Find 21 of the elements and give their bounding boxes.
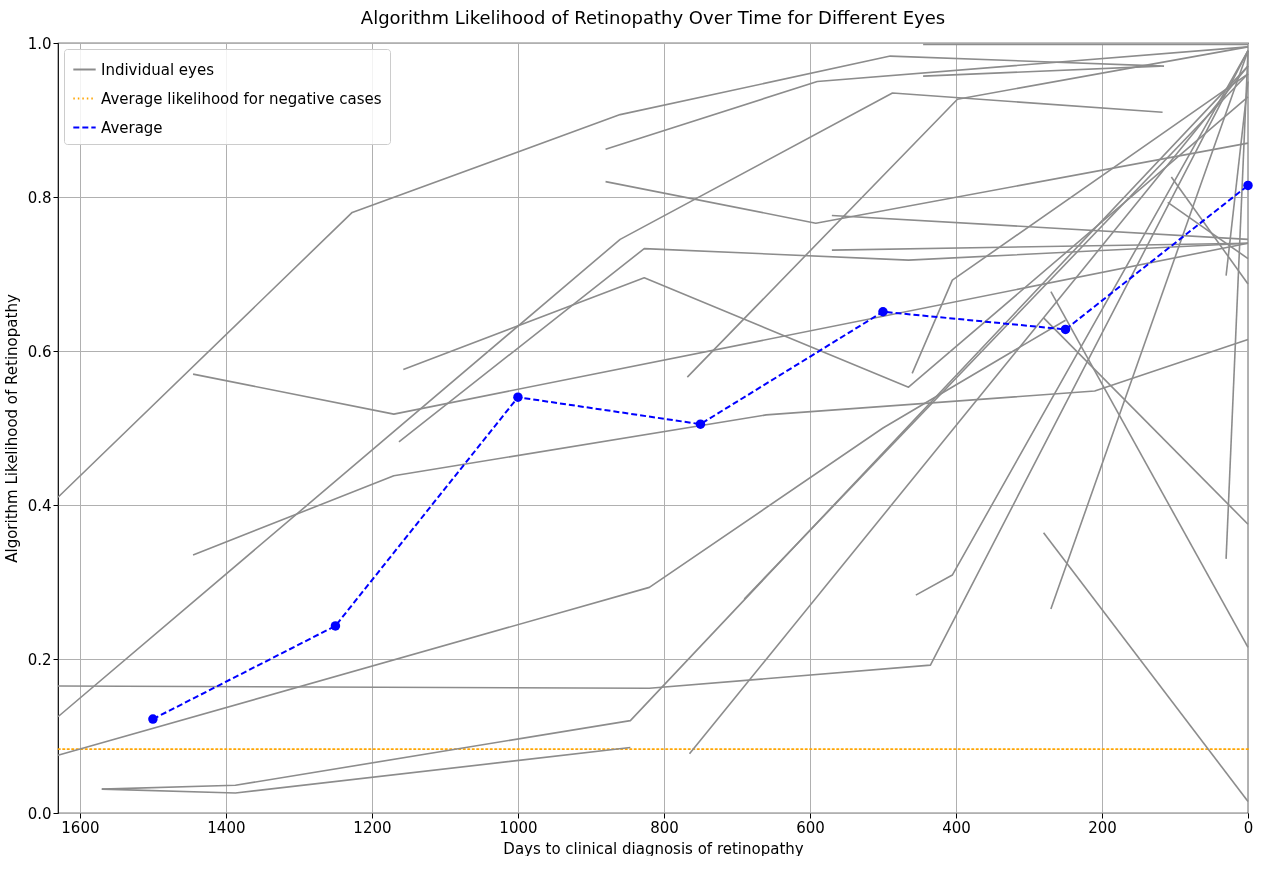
x-tick-label: 200 [1088,818,1117,837]
chart-title: Algorithm Likelihood of Retinopathy Over Time for Different Eyes [360,7,946,28]
legend-label: Individual eyes [101,60,215,79]
x-tick-label: 1200 [353,818,392,837]
x-tick-label: 600 [796,818,825,837]
y-tick-label: 0.4 [27,496,52,515]
y-tick-label: 0.8 [27,188,52,207]
x-tick-label: 1000 [499,818,538,837]
y-tick-label: 0.2 [27,650,52,669]
y-tick-label: 0.0 [27,804,52,823]
y-tick-label: 1.0 [27,34,52,53]
legend-label: Average likelihood for negative cases [101,89,382,108]
x-tick-label: 1600 [61,818,100,837]
x-tick-label: 800 [650,818,679,837]
legend-label: Average [101,118,163,137]
y-tick-label: 0.6 [27,342,52,361]
x-axis-title: Days to clinical diagnosis of retinopathy [503,839,804,858]
y-axis-title: Algorithm Likelihood of Retinopathy [2,294,21,563]
x-tick-label: 400 [942,818,971,837]
x-tick-label: 1400 [207,818,246,837]
x-tick-label: 0 [1243,818,1254,837]
